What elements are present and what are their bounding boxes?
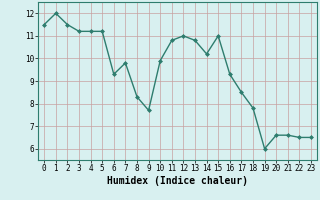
X-axis label: Humidex (Indice chaleur): Humidex (Indice chaleur) [107, 176, 248, 186]
